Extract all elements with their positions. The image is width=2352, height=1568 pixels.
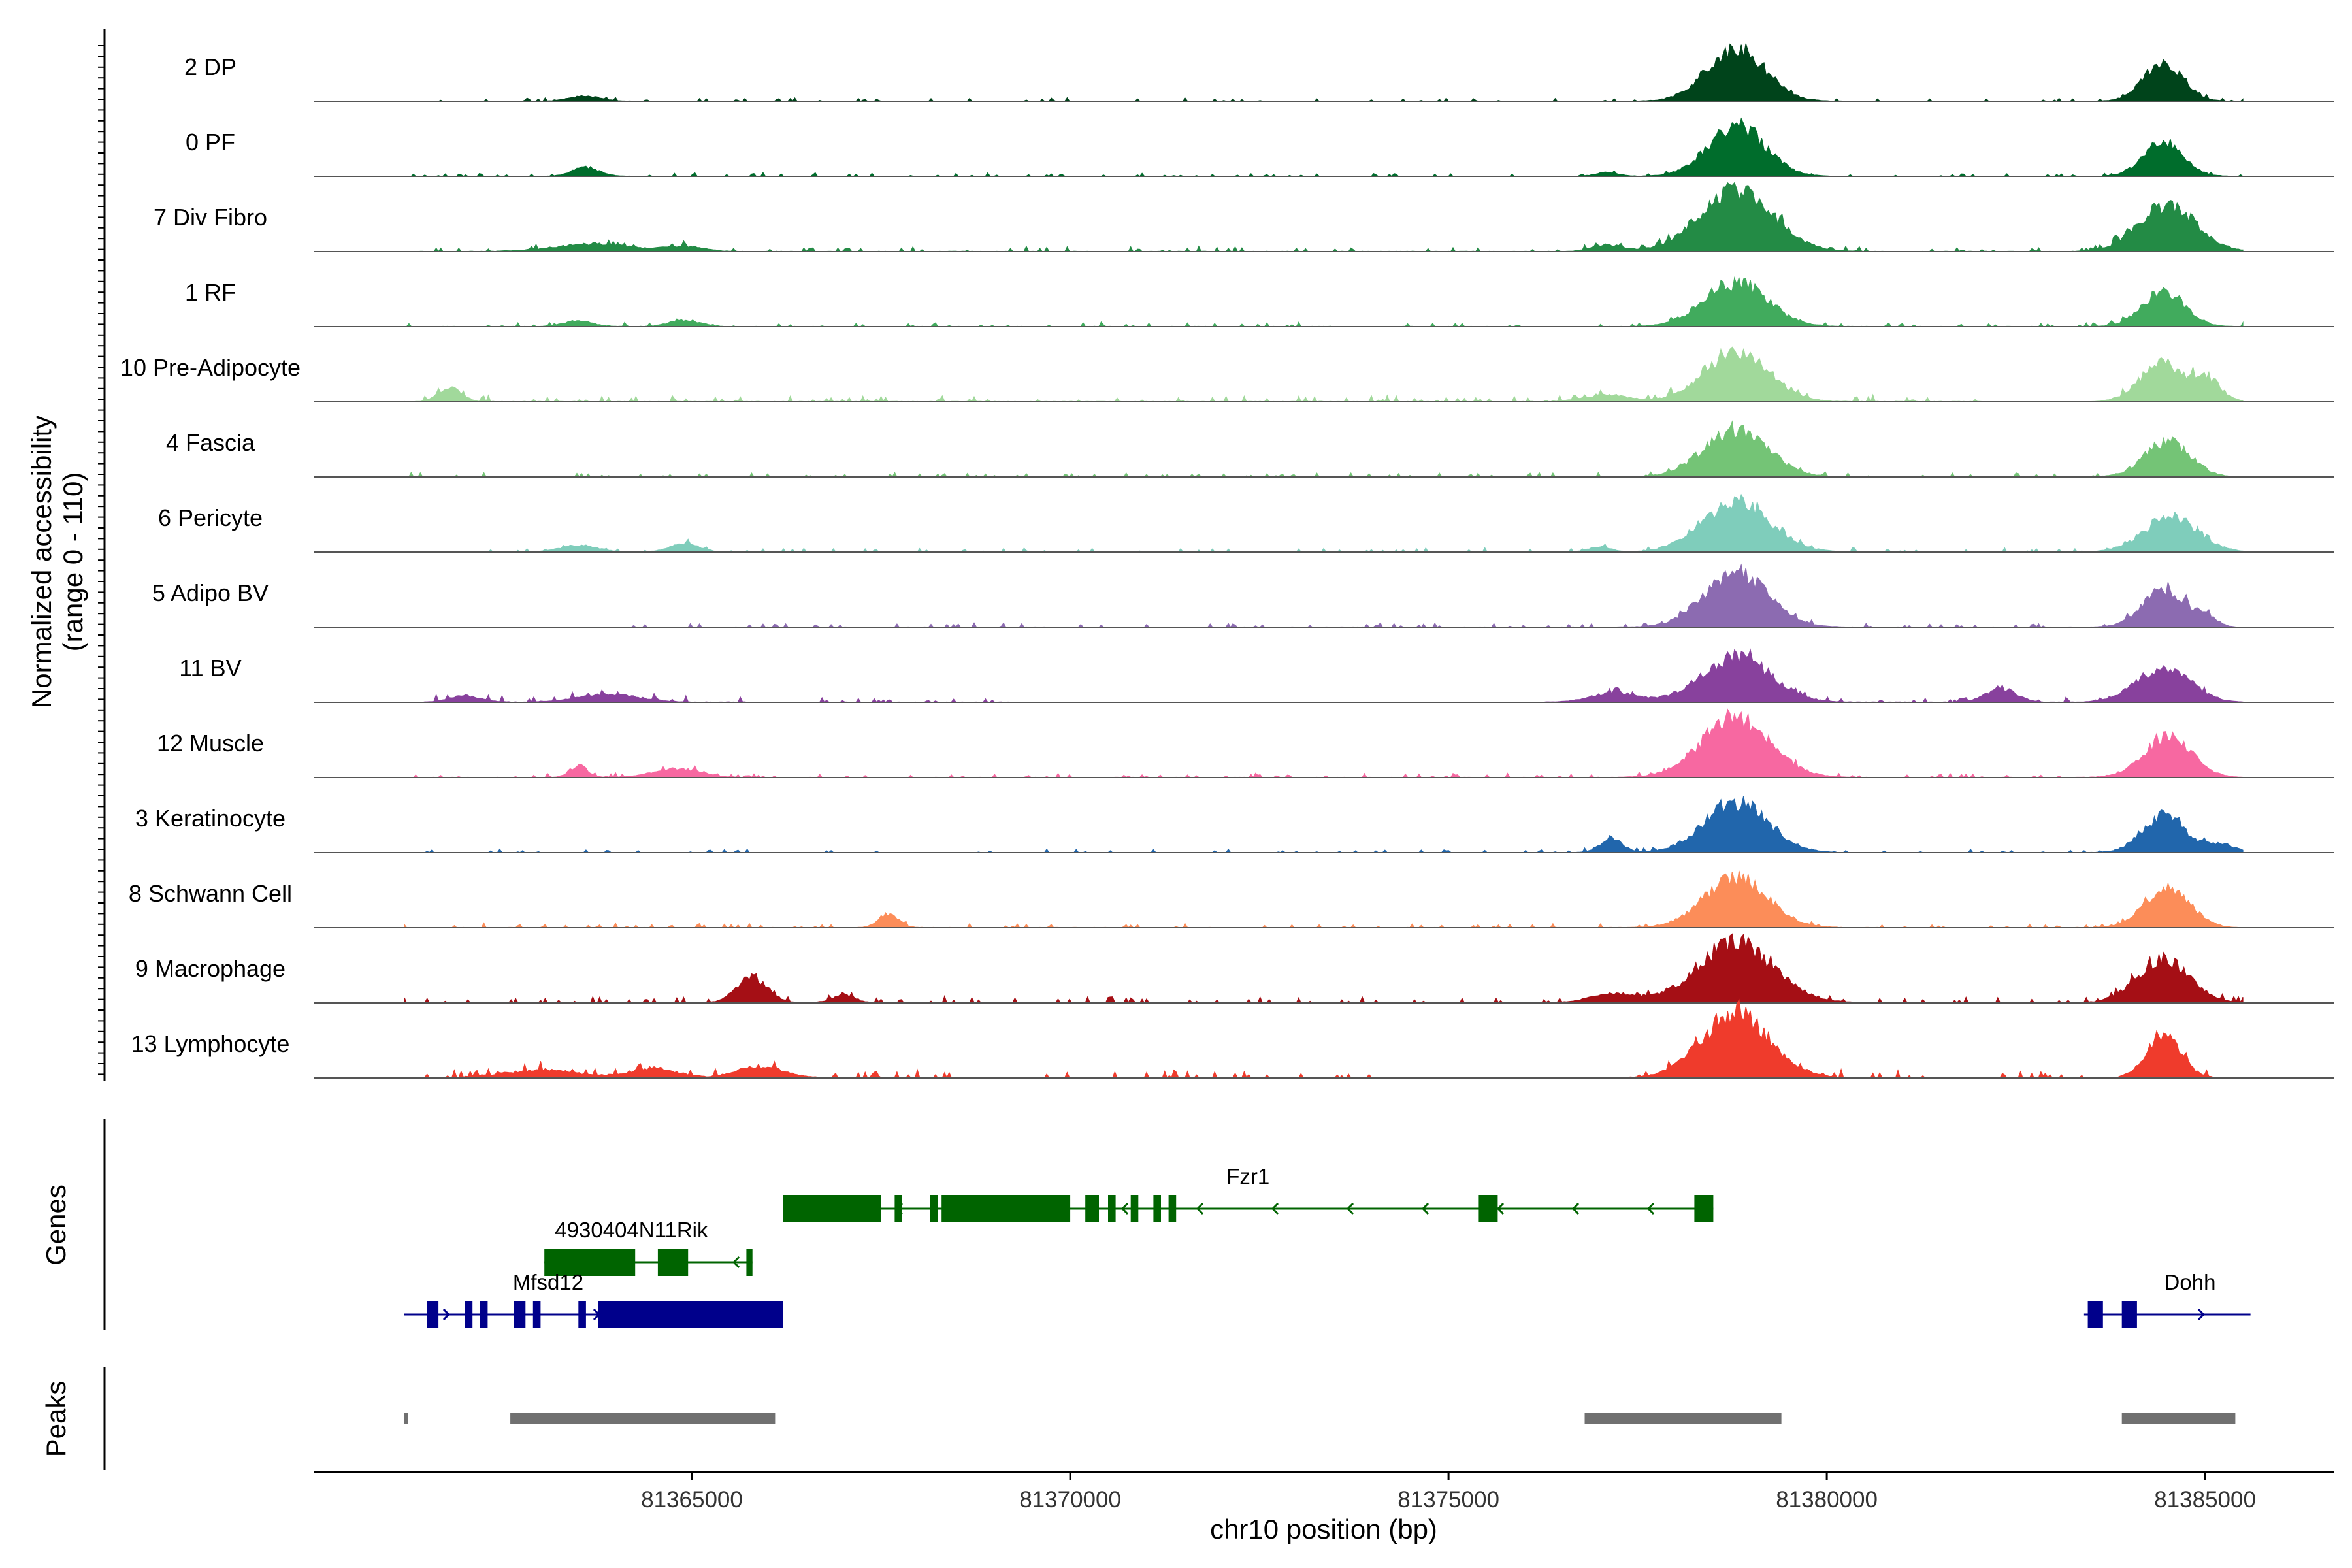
- strand-arrow: [1120, 1202, 1129, 1215]
- gene-exon: [1168, 1195, 1177, 1222]
- gene-exon: [746, 1249, 753, 1276]
- y-axis-range: (range 0 - 110): [57, 472, 88, 652]
- gene-exon: [598, 1301, 783, 1328]
- track-label: 11 BV: [179, 655, 241, 681]
- track: 9 Macrophage: [135, 933, 2334, 1004]
- gene-exon: [1085, 1195, 1099, 1222]
- track: 10 Pre-Adipocyte: [120, 346, 2334, 403]
- gene-exon: [2121, 1301, 2137, 1328]
- track-label: 1 RF: [185, 279, 236, 306]
- track: 1 RF: [185, 276, 2334, 327]
- gene-exon: [894, 1195, 902, 1222]
- peaks-label-group: Peaks: [41, 1381, 71, 1458]
- strand-arrow: [1496, 1202, 1505, 1215]
- track-label: 7 Div Fibro: [154, 204, 267, 231]
- track: 3 Keratinocyte: [135, 796, 2334, 853]
- gene-exon: [465, 1301, 473, 1328]
- track-label: 5 Adipo BV: [152, 580, 269, 606]
- gene-exon: [2087, 1301, 2103, 1328]
- gene-exon: [1130, 1195, 1139, 1222]
- y-axis-title: Normalized accessibility: [26, 416, 57, 708]
- gene-label: 4930404N11Rik: [555, 1218, 708, 1242]
- gene: 4930404N11Rik: [544, 1218, 753, 1276]
- peak-region: [510, 1413, 776, 1424]
- track-label: 13 Lymphocyte: [131, 1030, 290, 1057]
- track-label: 10 Pre-Adipocyte: [120, 354, 301, 381]
- gene-exon: [1694, 1195, 1714, 1222]
- genes-panel-label: Genes: [41, 1184, 71, 1266]
- track-label: 4 Fascia: [166, 429, 255, 456]
- strand-arrow: [1421, 1202, 1429, 1215]
- strand-arrow: [1271, 1202, 1279, 1215]
- gene-label: Dohh: [2164, 1270, 2216, 1294]
- x-tick-label: 81370000: [1019, 1487, 1121, 1512]
- track: 0 PF: [186, 117, 2334, 177]
- gene-exon: [480, 1301, 488, 1328]
- gene: Dohh: [2083, 1270, 2251, 1328]
- tracks-panel: 2 DP 0 PF 7 Div Fibro 1 RF 10 Pre-Adipocyte 4…: [120, 43, 2334, 1079]
- y-axis-ticks: [98, 45, 105, 1075]
- track: 6 Pericyte: [158, 493, 2334, 553]
- peaks-panel-label: Peaks: [41, 1381, 71, 1458]
- strand-arrow: [2197, 1308, 2205, 1321]
- x-tick-label: 81375000: [1397, 1487, 1499, 1512]
- peaks-panel: [404, 1413, 2236, 1424]
- strand-arrow: [1196, 1202, 1204, 1215]
- x-axis-ticks: 81365000 81370000 81375000 81380000 81385000: [641, 1472, 2256, 1512]
- track: 8 Schwann Cell: [129, 870, 2334, 928]
- gene-exon: [941, 1195, 1071, 1222]
- track-label: 2 DP: [184, 54, 237, 80]
- track-signal-area: [404, 708, 2244, 778]
- strand-arrow: [1646, 1202, 1655, 1215]
- gene-exon: [578, 1301, 586, 1328]
- x-tick-label: 81380000: [1776, 1487, 1878, 1512]
- gene-exon: [783, 1195, 881, 1222]
- track-label: 3 Keratinocyte: [135, 805, 286, 832]
- gene-exon: [1108, 1195, 1116, 1222]
- gene-exon: [427, 1301, 439, 1328]
- track: 11 BV: [179, 648, 2334, 703]
- genes-panel: Fzr1 4930404N11Rik Mfsd12 Dohh: [404, 1164, 2251, 1328]
- track: 4 Fascia: [166, 420, 2334, 478]
- peak-region: [2121, 1413, 2236, 1424]
- genes-label-group: Genes: [41, 1184, 71, 1266]
- gene-label: Mfsd12: [513, 1270, 583, 1294]
- strand-arrow: [442, 1308, 451, 1321]
- gene-label: Fzr1: [1226, 1164, 1269, 1188]
- strand-arrow: [1571, 1202, 1580, 1215]
- gene-exon: [532, 1301, 541, 1328]
- track-label: 8 Schwann Cell: [129, 880, 292, 907]
- track: 5 Adipo BV: [152, 563, 2334, 628]
- track: 12 Muscle: [157, 708, 2334, 778]
- y-axis-title-group: Normalized accessibility (range 0 - 110): [26, 416, 88, 708]
- gene-exon: [1153, 1195, 1161, 1222]
- strand-arrow: [732, 1256, 740, 1269]
- track-label: 9 Macrophage: [135, 955, 286, 982]
- gene-exon: [544, 1249, 636, 1276]
- track-label: 0 PF: [186, 129, 235, 155]
- track: 2 DP: [184, 43, 2334, 102]
- peak-region: [1584, 1413, 1782, 1424]
- peak-region: [404, 1413, 408, 1424]
- gene-exon: [1478, 1195, 1498, 1222]
- track: 13 Lymphocyte: [131, 998, 2334, 1079]
- gene-exon: [514, 1301, 526, 1328]
- gene: Fzr1: [782, 1164, 1714, 1222]
- strand-arrow: [1346, 1202, 1354, 1215]
- gene-exon: [930, 1195, 938, 1222]
- x-tick-label: 81385000: [2154, 1487, 2256, 1512]
- track-label: 6 Pericyte: [158, 504, 263, 531]
- gene: Mfsd12: [404, 1270, 783, 1328]
- x-tick-label: 81365000: [641, 1487, 743, 1512]
- x-axis-title: chr10 position (bp): [1210, 1514, 1437, 1544]
- track-label: 12 Muscle: [157, 730, 264, 757]
- track: 7 Div Fibro: [154, 182, 2334, 253]
- gene-exon: [657, 1249, 689, 1276]
